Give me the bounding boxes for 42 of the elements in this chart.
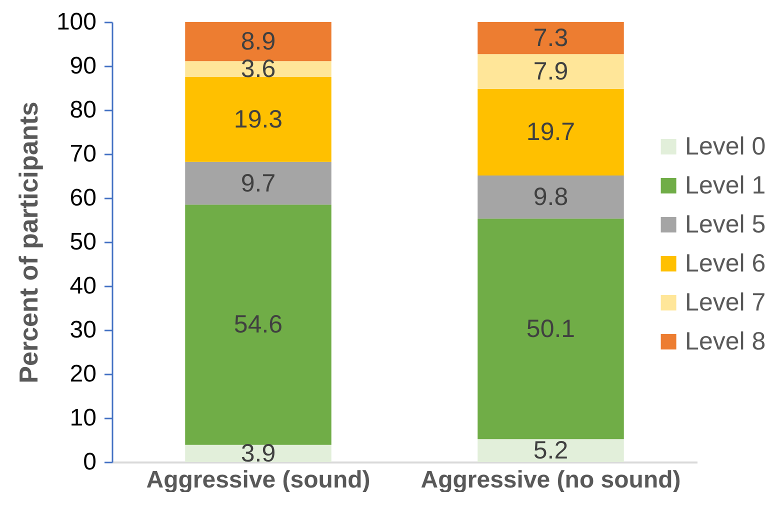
bar bbox=[185, 162, 332, 205]
legend-label: Level 7 bbox=[685, 288, 766, 317]
y-tick-label: 90 bbox=[70, 52, 96, 80]
y-tick-label: 50 bbox=[70, 228, 96, 256]
data-label: 54.6 bbox=[234, 310, 283, 339]
bar bbox=[185, 61, 332, 77]
y-tick-label: 30 bbox=[70, 316, 96, 344]
bar bbox=[478, 218, 624, 440]
y-tick-label: 70 bbox=[70, 140, 96, 168]
legend-label: Level 8 bbox=[685, 328, 766, 356]
data-label: 3.6 bbox=[240, 55, 276, 84]
data-label: 7.9 bbox=[533, 58, 568, 86]
legend-label: Level 1 bbox=[685, 172, 766, 200]
bar bbox=[478, 22, 624, 54]
data-label: 8.9 bbox=[240, 28, 276, 56]
y-tick-label: 100 bbox=[56, 8, 96, 36]
data-label: 19.7 bbox=[526, 118, 576, 146]
bar bbox=[185, 77, 332, 162]
y-tick-label: 80 bbox=[70, 96, 96, 124]
y-axis-title: Percent of participants bbox=[13, 102, 44, 384]
y-tick-label: 20 bbox=[70, 360, 96, 388]
data-label: 9.7 bbox=[240, 169, 276, 198]
bar bbox=[185, 22, 332, 62]
bar bbox=[478, 88, 624, 176]
y-tick-label: 60 bbox=[70, 184, 96, 212]
data-label: 5.2 bbox=[533, 436, 568, 465]
legend-label: Level 5 bbox=[685, 210, 766, 239]
bar bbox=[478, 439, 624, 462]
legend-label: Level 0 bbox=[685, 132, 766, 161]
bar bbox=[185, 444, 332, 462]
legend-label: Level 6 bbox=[685, 250, 766, 278]
bar bbox=[185, 204, 332, 445]
y-tick-label: 40 bbox=[70, 272, 96, 300]
data-label: 7.3 bbox=[533, 24, 568, 52]
y-tick-label: 10 bbox=[70, 404, 96, 432]
bar bbox=[478, 176, 624, 219]
y-tick-label: 0 bbox=[83, 448, 96, 476]
bar bbox=[478, 54, 624, 89]
data-label: 19.3 bbox=[234, 105, 283, 134]
data-label: 3.9 bbox=[240, 439, 276, 468]
data-label: 9.8 bbox=[533, 183, 568, 212]
data-label: 50.1 bbox=[526, 314, 576, 343]
